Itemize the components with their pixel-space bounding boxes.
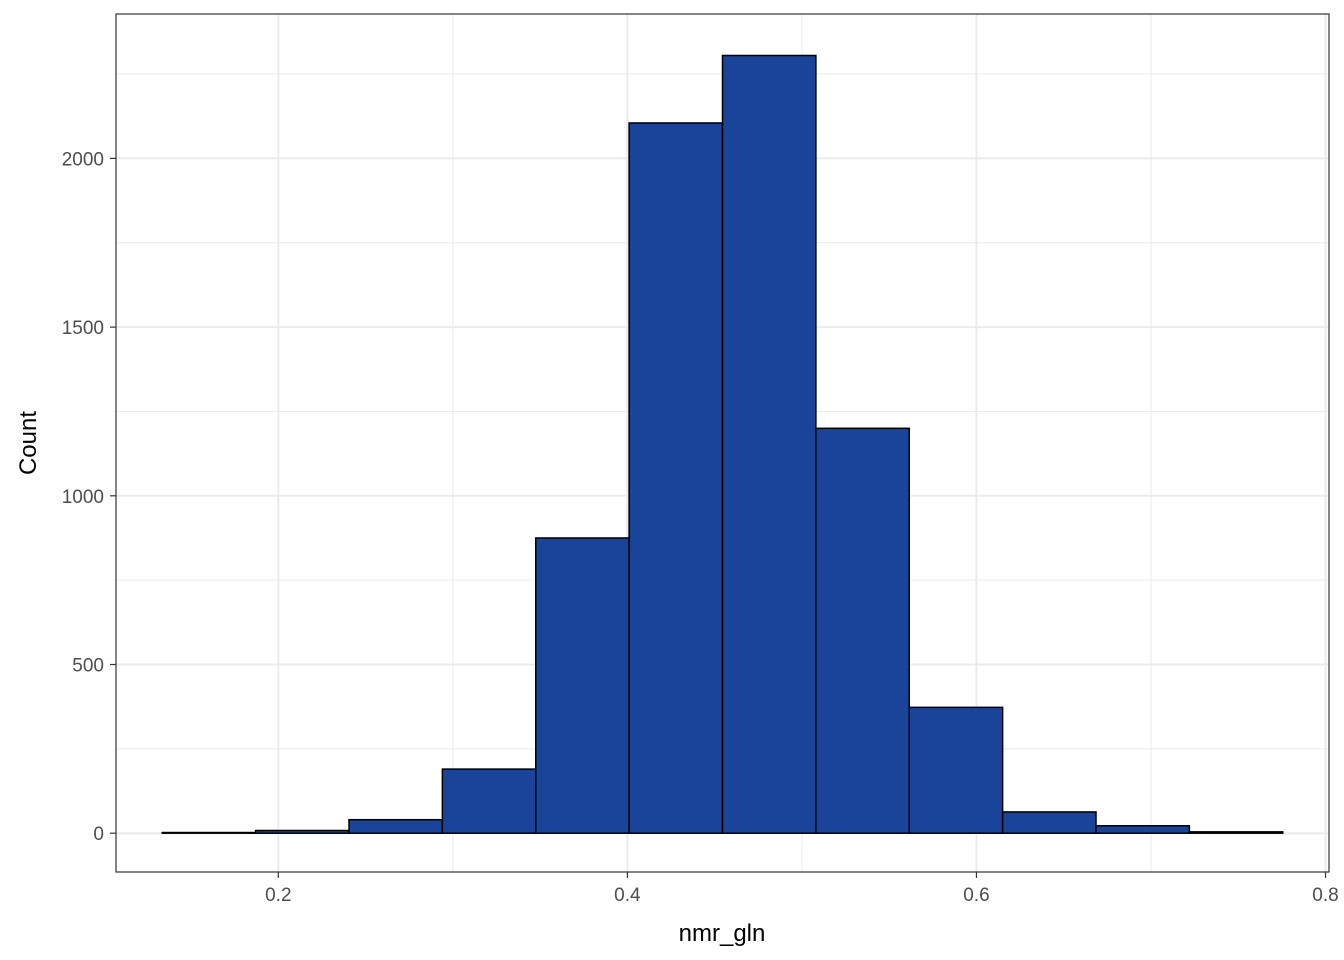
x-tick-label: 0.2 [265, 885, 291, 906]
histogram-bar [908, 706, 1004, 834]
bars-layer [161, 54, 1284, 834]
histogram-bar [815, 427, 910, 834]
histogram-bar [161, 831, 257, 834]
y-tick-label: 1000 [62, 487, 104, 508]
x-tick-label: 0.6 [963, 885, 989, 906]
y-tick-label: 1500 [62, 318, 104, 339]
y-tick-label: 0 [93, 824, 104, 845]
axis-layer: 0.2 0.4 0.6 0.8 0 500 1000 1500 2000 [62, 149, 1339, 906]
x-axis-title: nmr_gln [679, 920, 766, 947]
histogram-bar [628, 122, 724, 834]
histogram-bar [254, 829, 350, 834]
y-tick-label: 500 [72, 656, 104, 677]
histogram-bar [1001, 811, 1097, 834]
histogram-bar [721, 54, 817, 834]
x-tick-label: 0.8 [1312, 885, 1338, 906]
histogram-bar [348, 818, 444, 834]
histogram-bar [441, 768, 537, 834]
y-tick-label: 2000 [62, 149, 104, 170]
x-tick-label: 0.4 [614, 885, 641, 906]
y-axis-title: Count [15, 411, 42, 475]
histogram-bar [1188, 831, 1284, 834]
histogram-bar [535, 537, 630, 834]
histogram-bar [1095, 825, 1191, 834]
panel-border [115, 13, 1330, 873]
